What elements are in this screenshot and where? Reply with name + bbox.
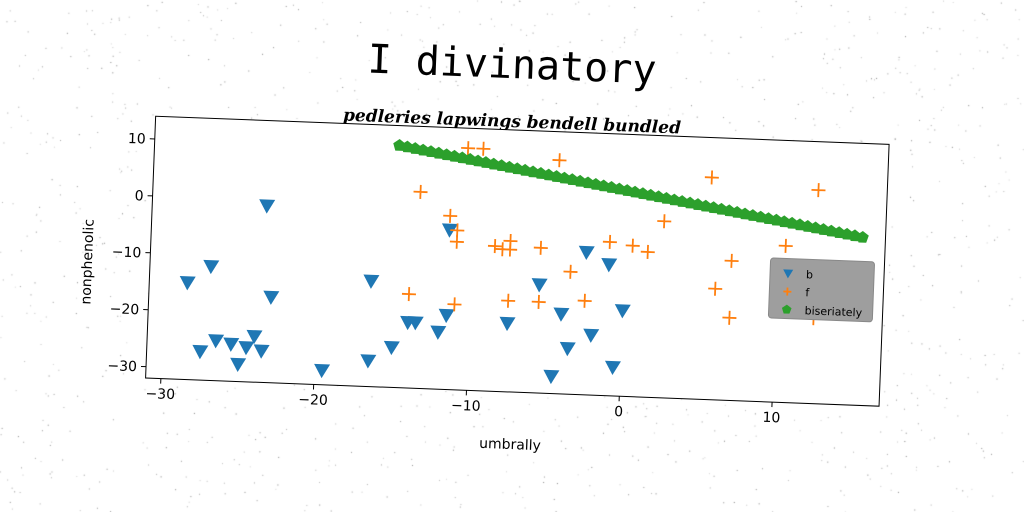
y-tick-label: 10 (128, 131, 146, 148)
data-point-b (438, 308, 455, 324)
x-tick-label: 0 (614, 404, 624, 420)
x-axis: −30 −20 −10 0 10 (145, 378, 781, 426)
data-point-b (314, 363, 331, 379)
data-point-b (531, 278, 548, 293)
data-point-f (778, 238, 793, 253)
data-point-biseriately (856, 230, 869, 243)
data-point-b (407, 316, 424, 331)
y-axis: 10 0 −10 −20 −30 (107, 131, 155, 375)
y-tick-label: −10 (112, 244, 142, 261)
legend-label-f: f (805, 286, 810, 299)
data-point-f (708, 281, 723, 296)
data-point-f (577, 293, 592, 308)
data-point-f (531, 294, 546, 309)
data-point-f (533, 240, 548, 255)
data-point-f (476, 141, 491, 156)
data-point-b (499, 316, 516, 332)
data-point-f (704, 170, 719, 185)
data-point-b (238, 340, 255, 356)
data-point-b (430, 325, 447, 340)
chart-title: I divinatory (367, 36, 658, 93)
data-point-f (625, 238, 640, 253)
y-tick-label: −30 (107, 358, 137, 375)
data-point-b (559, 341, 576, 357)
legend-label-biseriately: biseriately (804, 304, 862, 319)
legend: bf biseriately (767, 257, 875, 323)
data-point-f (552, 153, 567, 168)
y-axis-label: nonphenolic (78, 219, 97, 305)
data-point-f (503, 242, 518, 257)
legend-marker-biseriately (781, 304, 792, 314)
legend-box (767, 257, 875, 323)
legend-marker-f (783, 287, 792, 296)
data-point-f (487, 239, 502, 254)
data-point-f (563, 264, 578, 279)
data-point-b (246, 329, 263, 345)
data-point-b (179, 276, 196, 291)
data-point-f (413, 184, 428, 199)
y-tick-label: 0 (134, 188, 144, 204)
data-point-f (722, 310, 737, 325)
x-axis-label: umbrally (479, 436, 541, 454)
x-tick-label: 10 (762, 410, 780, 427)
data-point-b (614, 304, 631, 319)
data-point-b (263, 290, 280, 305)
plot-group: −30 −20 −10 0 10 10 0 −10 −20 −30 bf biseriately (107, 115, 890, 426)
legend-label-b: b (806, 268, 813, 281)
data-point-b (223, 337, 240, 352)
data-point-b (601, 258, 618, 273)
data-point-b (192, 344, 209, 360)
data-point-b (604, 360, 621, 376)
data-point-f (640, 244, 655, 259)
x-tick-label: −10 (451, 398, 481, 415)
data-point-b (230, 357, 247, 373)
x-tick-label: −20 (298, 392, 328, 409)
data-point-f (447, 297, 462, 312)
data-point-b (543, 369, 560, 385)
data-point-b (578, 245, 595, 261)
data-point-b (363, 274, 380, 289)
data-point-f (461, 141, 476, 156)
data-point-f (811, 183, 826, 198)
data-point-b (383, 340, 400, 356)
data-point-b (259, 199, 276, 214)
plot-frame (145, 115, 890, 407)
legend-marker-b (783, 269, 794, 279)
data-point-b (203, 259, 220, 275)
data-point-f (443, 208, 458, 223)
data-point-b (208, 334, 225, 349)
data-point-b (583, 328, 600, 343)
data-point-f (449, 234, 464, 249)
y-tick-label: −20 (109, 301, 139, 318)
markers (179, 138, 869, 385)
data-point-b (553, 307, 570, 322)
data-point-f (724, 253, 739, 268)
data-point-f (602, 234, 617, 249)
data-point-f (501, 293, 516, 308)
x-tick-label: −30 (145, 386, 175, 403)
data-point-b (441, 223, 458, 238)
data-point-b (360, 354, 377, 369)
data-point-b (253, 344, 270, 359)
data-point-f (401, 287, 416, 302)
data-point-f (657, 214, 672, 229)
